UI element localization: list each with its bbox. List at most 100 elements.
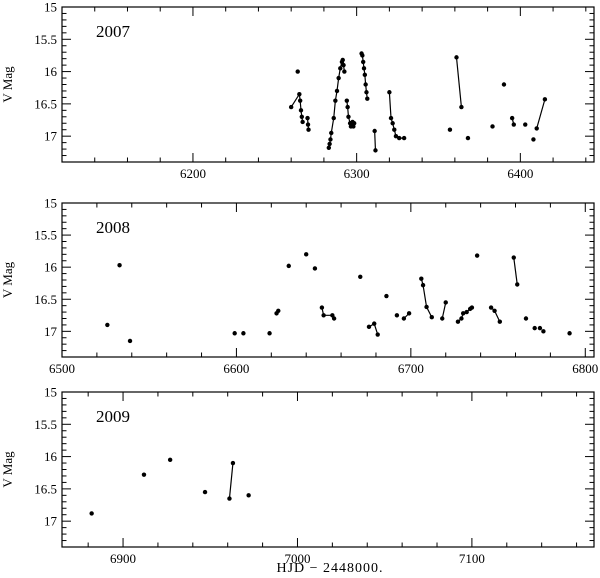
x-tick-label: 6200 [180,166,206,181]
y-tick-label: 15 [44,196,57,211]
data-point [401,135,407,141]
data-point [375,332,380,337]
y-tick-label: 15 [44,0,57,15]
data-point [202,489,208,495]
data-point [306,127,311,132]
data-point [127,338,133,344]
x-tick-label: 6900 [110,551,136,566]
series-segment [374,130,377,151]
data-point [394,313,400,318]
data-point [373,148,378,153]
data-point [305,122,311,127]
data-point [469,305,475,310]
data-point [329,130,334,136]
data-point [429,315,434,320]
data-point [295,69,300,74]
data-point [388,115,394,121]
data-point [567,331,572,336]
data-point [511,255,516,260]
x-tick-label: 7100 [459,551,485,566]
y-axis-label: V Mag [0,66,15,103]
data-point [460,311,466,316]
data-point [286,263,291,269]
data-point [303,252,309,257]
data-point [372,128,377,134]
data-point [492,308,497,313]
data-point [241,331,246,336]
y-tick-label: 15.5 [34,32,57,47]
data-point [454,55,459,60]
series-segment [388,92,405,139]
x-tick-label: 6700 [398,361,424,376]
data-point [362,72,368,78]
data-point [297,98,303,103]
y-tick-label: 17 [44,514,58,529]
series-segment [228,462,234,499]
data-point [387,90,392,95]
series-segment [455,57,463,108]
data-point [344,98,350,103]
data-point [537,325,543,331]
data-point [358,274,363,279]
data-point [331,316,337,321]
data-point [331,115,336,121]
data-point [246,493,251,498]
data-point [511,122,516,127]
data-point [443,300,448,305]
y-tick-label: 16 [44,260,58,275]
series-segment [513,257,518,285]
data-point [440,316,445,321]
data-point [532,325,537,331]
panel-2007: 6200 6300 6400 15 15.5 16 16.5 17 V Mag 2007 [0,0,595,181]
data-point [232,331,237,336]
data-point [488,305,494,310]
y-tick-label: 16.5 [34,481,57,496]
data-point [340,57,345,63]
data-point [523,122,528,127]
data-point [328,137,333,142]
data-point [360,59,366,65]
data-point [531,137,536,142]
data-point [89,511,94,516]
data-point [534,126,539,131]
y-tick-label: 16 [44,64,58,79]
data-point [464,309,469,315]
data-point [351,121,357,126]
data-point [230,460,236,466]
series-segment [536,99,546,129]
data-point [364,90,369,95]
data-point [312,266,318,271]
data-point [345,104,350,110]
panel-frame [61,6,595,163]
y-tick-label: 17 [44,129,58,144]
data-point [342,69,347,74]
x-tick-label: 6300 [344,166,370,181]
data-point [288,104,294,110]
data-point [363,82,368,87]
data-point [361,66,367,71]
data-point [334,88,340,94]
x-tick-label: 7000 [284,551,310,566]
panel-2009: 6900 7000 7100 15 15.5 16 16.5 17 V Mag 2009 [0,385,595,566]
data-point [298,108,304,113]
data-point [327,141,332,147]
data-point [330,313,335,318]
data-point [459,104,464,110]
data-point [515,282,520,287]
data-point [419,276,424,281]
data-point [326,145,332,150]
data-point [321,313,326,318]
panel-frame [61,391,595,548]
panel-frame [61,202,595,358]
data-point [424,304,429,310]
data-point [346,114,351,119]
data-point [542,97,548,102]
data-point [276,308,281,313]
data-point [319,305,325,310]
data-point [465,135,471,141]
data-point [397,135,402,141]
data-point [474,253,480,258]
data-point [227,496,232,501]
data-point [509,115,515,121]
data-point [333,98,338,103]
